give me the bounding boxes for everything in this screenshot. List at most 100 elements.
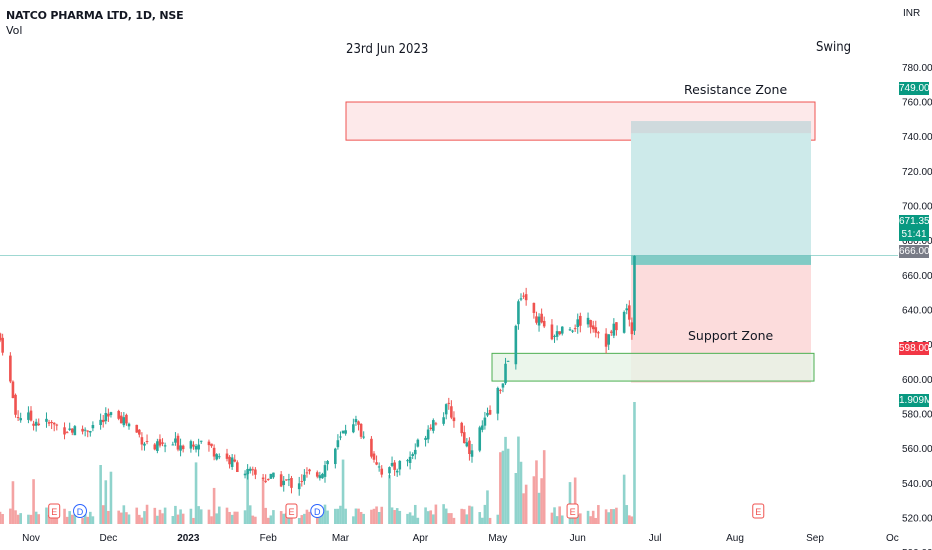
candle-body bbox=[568, 329, 572, 331]
volume-bar bbox=[68, 511, 71, 524]
candle-body bbox=[19, 418, 22, 421]
volume-bar bbox=[339, 505, 342, 524]
candle-body bbox=[573, 328, 577, 330]
volume-bar bbox=[622, 474, 626, 524]
price-tick-label: 600.00 bbox=[902, 375, 932, 386]
volume-bar bbox=[514, 472, 518, 524]
volume-bar bbox=[628, 515, 631, 524]
volume-bar bbox=[83, 507, 87, 524]
volume-bar bbox=[390, 507, 394, 524]
volume-bar bbox=[336, 508, 340, 524]
candle-body bbox=[107, 413, 110, 417]
volume-bar bbox=[305, 509, 309, 524]
volume-bar bbox=[192, 517, 195, 524]
volume-bar bbox=[119, 512, 123, 524]
date-note: 23rd Jun 2023 bbox=[346, 42, 429, 57]
volume-bar bbox=[16, 514, 20, 524]
event-marker-earnings: E bbox=[48, 503, 61, 519]
candle-body bbox=[524, 294, 528, 301]
candle-body bbox=[434, 423, 438, 425]
volume-bar bbox=[225, 507, 229, 524]
volume-bar bbox=[171, 516, 175, 524]
price-tick-label: 660.00 bbox=[902, 271, 932, 282]
candle-body bbox=[609, 331, 613, 333]
price-tick-label: 500.00 bbox=[902, 548, 932, 550]
volume-bar bbox=[426, 511, 430, 524]
candle-body bbox=[171, 444, 175, 446]
candle-body bbox=[233, 459, 237, 462]
volume-bar bbox=[63, 508, 66, 524]
candle-body bbox=[377, 466, 381, 468]
candle-body bbox=[89, 431, 92, 433]
volume-bar bbox=[388, 475, 391, 524]
volume-bar bbox=[555, 516, 559, 524]
volume-bar bbox=[230, 514, 234, 524]
candle-body bbox=[266, 479, 270, 481]
candle-body bbox=[174, 438, 177, 443]
volume-bar bbox=[158, 509, 162, 524]
candle-body bbox=[14, 394, 17, 415]
volume-bar bbox=[104, 480, 108, 524]
candle-body bbox=[344, 430, 347, 434]
volume-bar bbox=[14, 510, 17, 524]
price-tick-label: 560.00 bbox=[902, 444, 932, 455]
price-tick-label: 740.00 bbox=[902, 132, 932, 143]
event-marker-earnings: E bbox=[566, 503, 579, 519]
volume-bar bbox=[199, 509, 203, 524]
candle-body bbox=[553, 335, 556, 337]
volume-bar bbox=[465, 514, 469, 524]
currency-label: INR bbox=[903, 8, 920, 19]
time-tick-label: Mar bbox=[332, 533, 350, 544]
candle-body bbox=[29, 410, 33, 421]
candle-body bbox=[122, 417, 126, 426]
candle-body bbox=[462, 432, 466, 444]
volume-bar bbox=[81, 517, 84, 524]
candle-body bbox=[27, 412, 30, 420]
candle-body bbox=[395, 470, 399, 473]
volume-bar bbox=[65, 516, 69, 524]
candle-body bbox=[199, 440, 203, 442]
candle-body bbox=[506, 360, 510, 362]
volume-bar bbox=[597, 505, 600, 524]
event-marker-label: E bbox=[51, 507, 57, 517]
symbol-title[interactable]: NATCO PHARMA LTD, 1D, NSE bbox=[6, 9, 184, 22]
candle-body bbox=[514, 325, 518, 365]
volume-bar bbox=[517, 436, 520, 524]
volume-bar bbox=[99, 465, 102, 524]
candle-body bbox=[612, 323, 616, 336]
event-marker-earnings: E bbox=[752, 503, 765, 519]
volume-bar bbox=[303, 513, 306, 524]
candle-body bbox=[246, 468, 249, 475]
candle-body bbox=[537, 316, 541, 326]
candle-body bbox=[176, 435, 180, 450]
volume-legend[interactable]: Vol bbox=[6, 24, 23, 37]
candle-body bbox=[86, 430, 90, 432]
volume-bar bbox=[488, 517, 492, 524]
candle-body bbox=[519, 298, 523, 300]
candle-body bbox=[522, 295, 525, 297]
volume-bar bbox=[269, 515, 273, 524]
volume-bar bbox=[91, 516, 95, 524]
candle-body bbox=[555, 331, 559, 337]
candle-body bbox=[586, 317, 590, 325]
volume-bar bbox=[37, 514, 41, 524]
candle-body bbox=[210, 443, 213, 447]
candle-body bbox=[279, 474, 283, 487]
volume-bar bbox=[140, 517, 144, 524]
candle-body bbox=[138, 429, 141, 435]
volume-bar bbox=[70, 514, 74, 524]
time-axis[interactable]: Nov Dec 2023 Feb Mar Apr May Jun Jul Aug Sep Oc bbox=[22, 533, 899, 544]
volume-bar bbox=[272, 510, 275, 524]
candle-body bbox=[101, 419, 105, 423]
candle-body bbox=[429, 427, 433, 429]
candle-body bbox=[34, 421, 38, 426]
time-tick-label: Aug bbox=[726, 533, 744, 544]
volume-bar bbox=[576, 514, 580, 524]
candle-body bbox=[558, 331, 561, 335]
volume-bar bbox=[630, 516, 634, 524]
entry-price-tag: 666.00 bbox=[899, 245, 930, 258]
volume-bar bbox=[207, 509, 211, 524]
candle-body bbox=[189, 441, 193, 449]
candle-body bbox=[532, 302, 536, 313]
